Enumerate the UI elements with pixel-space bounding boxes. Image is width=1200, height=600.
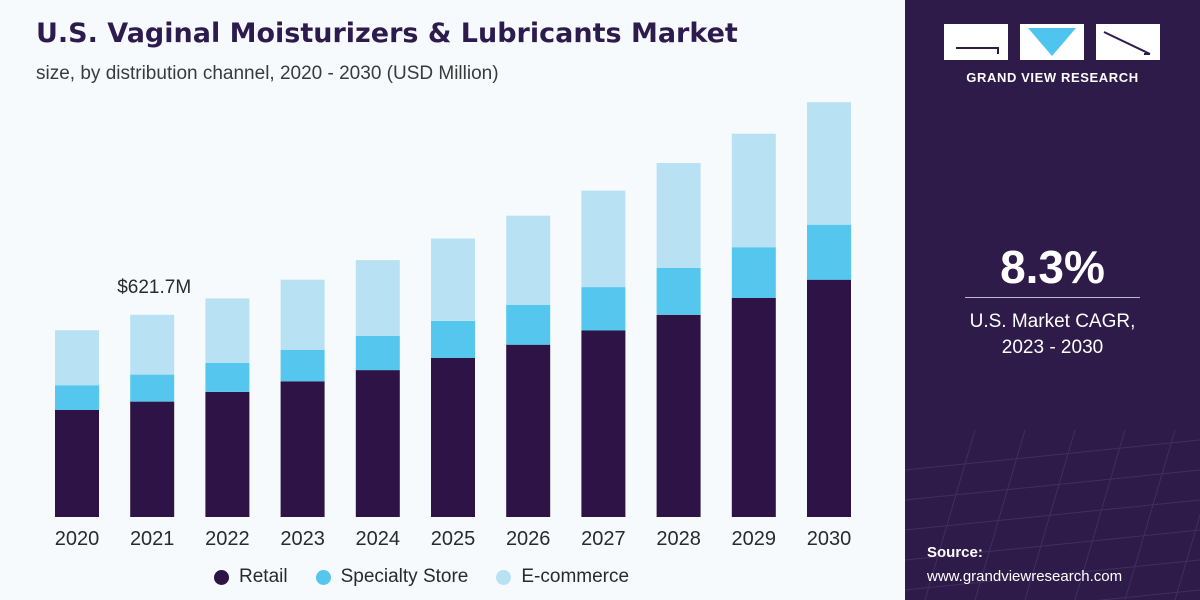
cagr-label-line-1: U.S. Market CAGR, — [969, 311, 1136, 332]
legend-label-e-commerce: E-commerce — [521, 566, 630, 587]
legend-label-specialty-store: Specialty Store — [340, 566, 469, 587]
cagr-value: 8.3% — [1000, 241, 1105, 293]
bar-e-commerce-2030 — [807, 102, 851, 225]
bar-specialty-store-2027 — [581, 287, 626, 331]
bar-e-commerce-2025 — [431, 238, 475, 321]
bar-specialty-store-2022 — [205, 363, 250, 392]
sidebar-panel: GRAND VIEW RESEARCH 8.3% U.S. Market CAG… — [905, 0, 1200, 600]
x-tick-label: 2021 — [130, 528, 175, 550]
bar-e-commerce-2027 — [581, 190, 626, 288]
brand-name: GRAND VIEW RESEARCH — [966, 70, 1139, 85]
bar-specialty-store-2023 — [280, 349, 325, 382]
source-url: www.grandviewresearch.com — [927, 568, 1123, 585]
bar-e-commerce-2029 — [731, 133, 776, 248]
x-tick-label: 2025 — [431, 528, 476, 550]
legend-item-specialty-store: Specialty Store — [315, 566, 469, 588]
bar-e-commerce-2020 — [55, 330, 99, 386]
decorative-grid — [905, 430, 1200, 600]
legend-item-e-commerce: E-commerce — [496, 566, 629, 588]
bar-retail-2025 — [431, 357, 475, 517]
source-label: Source: — [927, 544, 983, 561]
bar-e-commerce-2024 — [355, 260, 400, 336]
bar-specialty-store-2020 — [55, 385, 99, 410]
x-tick-label: 2030 — [807, 528, 852, 550]
bar-specialty-store-2026 — [506, 304, 551, 345]
legend-item-retail: Retail — [214, 566, 288, 588]
legend-swatch-e-commerce — [496, 569, 512, 585]
chart-panel: U.S. Vaginal Moisturizers & Lubricants M… — [36, 18, 852, 588]
bar-specialty-store-2025 — [431, 320, 475, 358]
bar-retail-2029 — [731, 298, 776, 517]
bar-e-commerce-2021 — [130, 314, 175, 375]
cagr-label: U.S. Market CAGR, 2023 - 2030 — [905, 309, 1200, 361]
chart-subtitle: size, by distribution channel, 2020 - 20… — [36, 63, 499, 84]
stacked-bar-chart: 2020 2021 2022 2023 2024 2025 2026 2027 2028 2029… — [55, 102, 852, 550]
x-tick-label: 2024 — [356, 528, 401, 550]
bar-e-commerce-2022 — [205, 298, 250, 363]
bar-retail-2020 — [55, 409, 99, 517]
chart-legend: Retail Specialty Store E-commerce — [214, 566, 629, 588]
bar-e-commerce-2026 — [506, 215, 551, 305]
x-tick-label: 2020 — [55, 528, 100, 550]
bar-specialty-store-2021 — [130, 374, 175, 402]
legend-label-retail: Retail — [239, 566, 288, 587]
chart-title: U.S. Vaginal Moisturizers & Lubricants M… — [36, 18, 738, 49]
bar-retail-2022 — [205, 391, 250, 517]
x-tick-label: 2028 — [656, 528, 701, 550]
bar-retail-2024 — [355, 370, 400, 517]
bar-retail-2028 — [656, 314, 701, 517]
x-tick-label: 2023 — [280, 528, 325, 550]
bar-retail-2023 — [280, 381, 325, 517]
x-tick-label: 2022 — [205, 528, 250, 550]
legend-swatch-specialty-store — [315, 569, 331, 585]
bar-retail-2026 — [506, 344, 551, 517]
bar-e-commerce-2028 — [656, 163, 701, 268]
bar-retail-2021 — [130, 401, 175, 517]
grand-view-research-logo — [944, 24, 1160, 60]
bar-specialty-store-2028 — [656, 267, 701, 315]
bar-specialty-store-2029 — [731, 247, 776, 298]
x-tick-label: 2029 — [732, 528, 777, 550]
x-tick-label: 2027 — [581, 528, 626, 550]
cagr-label-line-2: 2023 - 2030 — [1001, 337, 1104, 358]
bar-retail-2027 — [581, 330, 626, 517]
bar-e-commerce-2023 — [280, 279, 325, 350]
cagr-divider — [965, 297, 1140, 298]
bar-retail-2030 — [807, 279, 851, 517]
legend-swatch-retail — [214, 569, 229, 585]
bar-specialty-store-2024 — [355, 336, 400, 371]
x-tick-label: 2026 — [506, 528, 551, 550]
bar-specialty-store-2030 — [807, 224, 851, 280]
data-label-2021: $621.7M — [117, 277, 191, 298]
